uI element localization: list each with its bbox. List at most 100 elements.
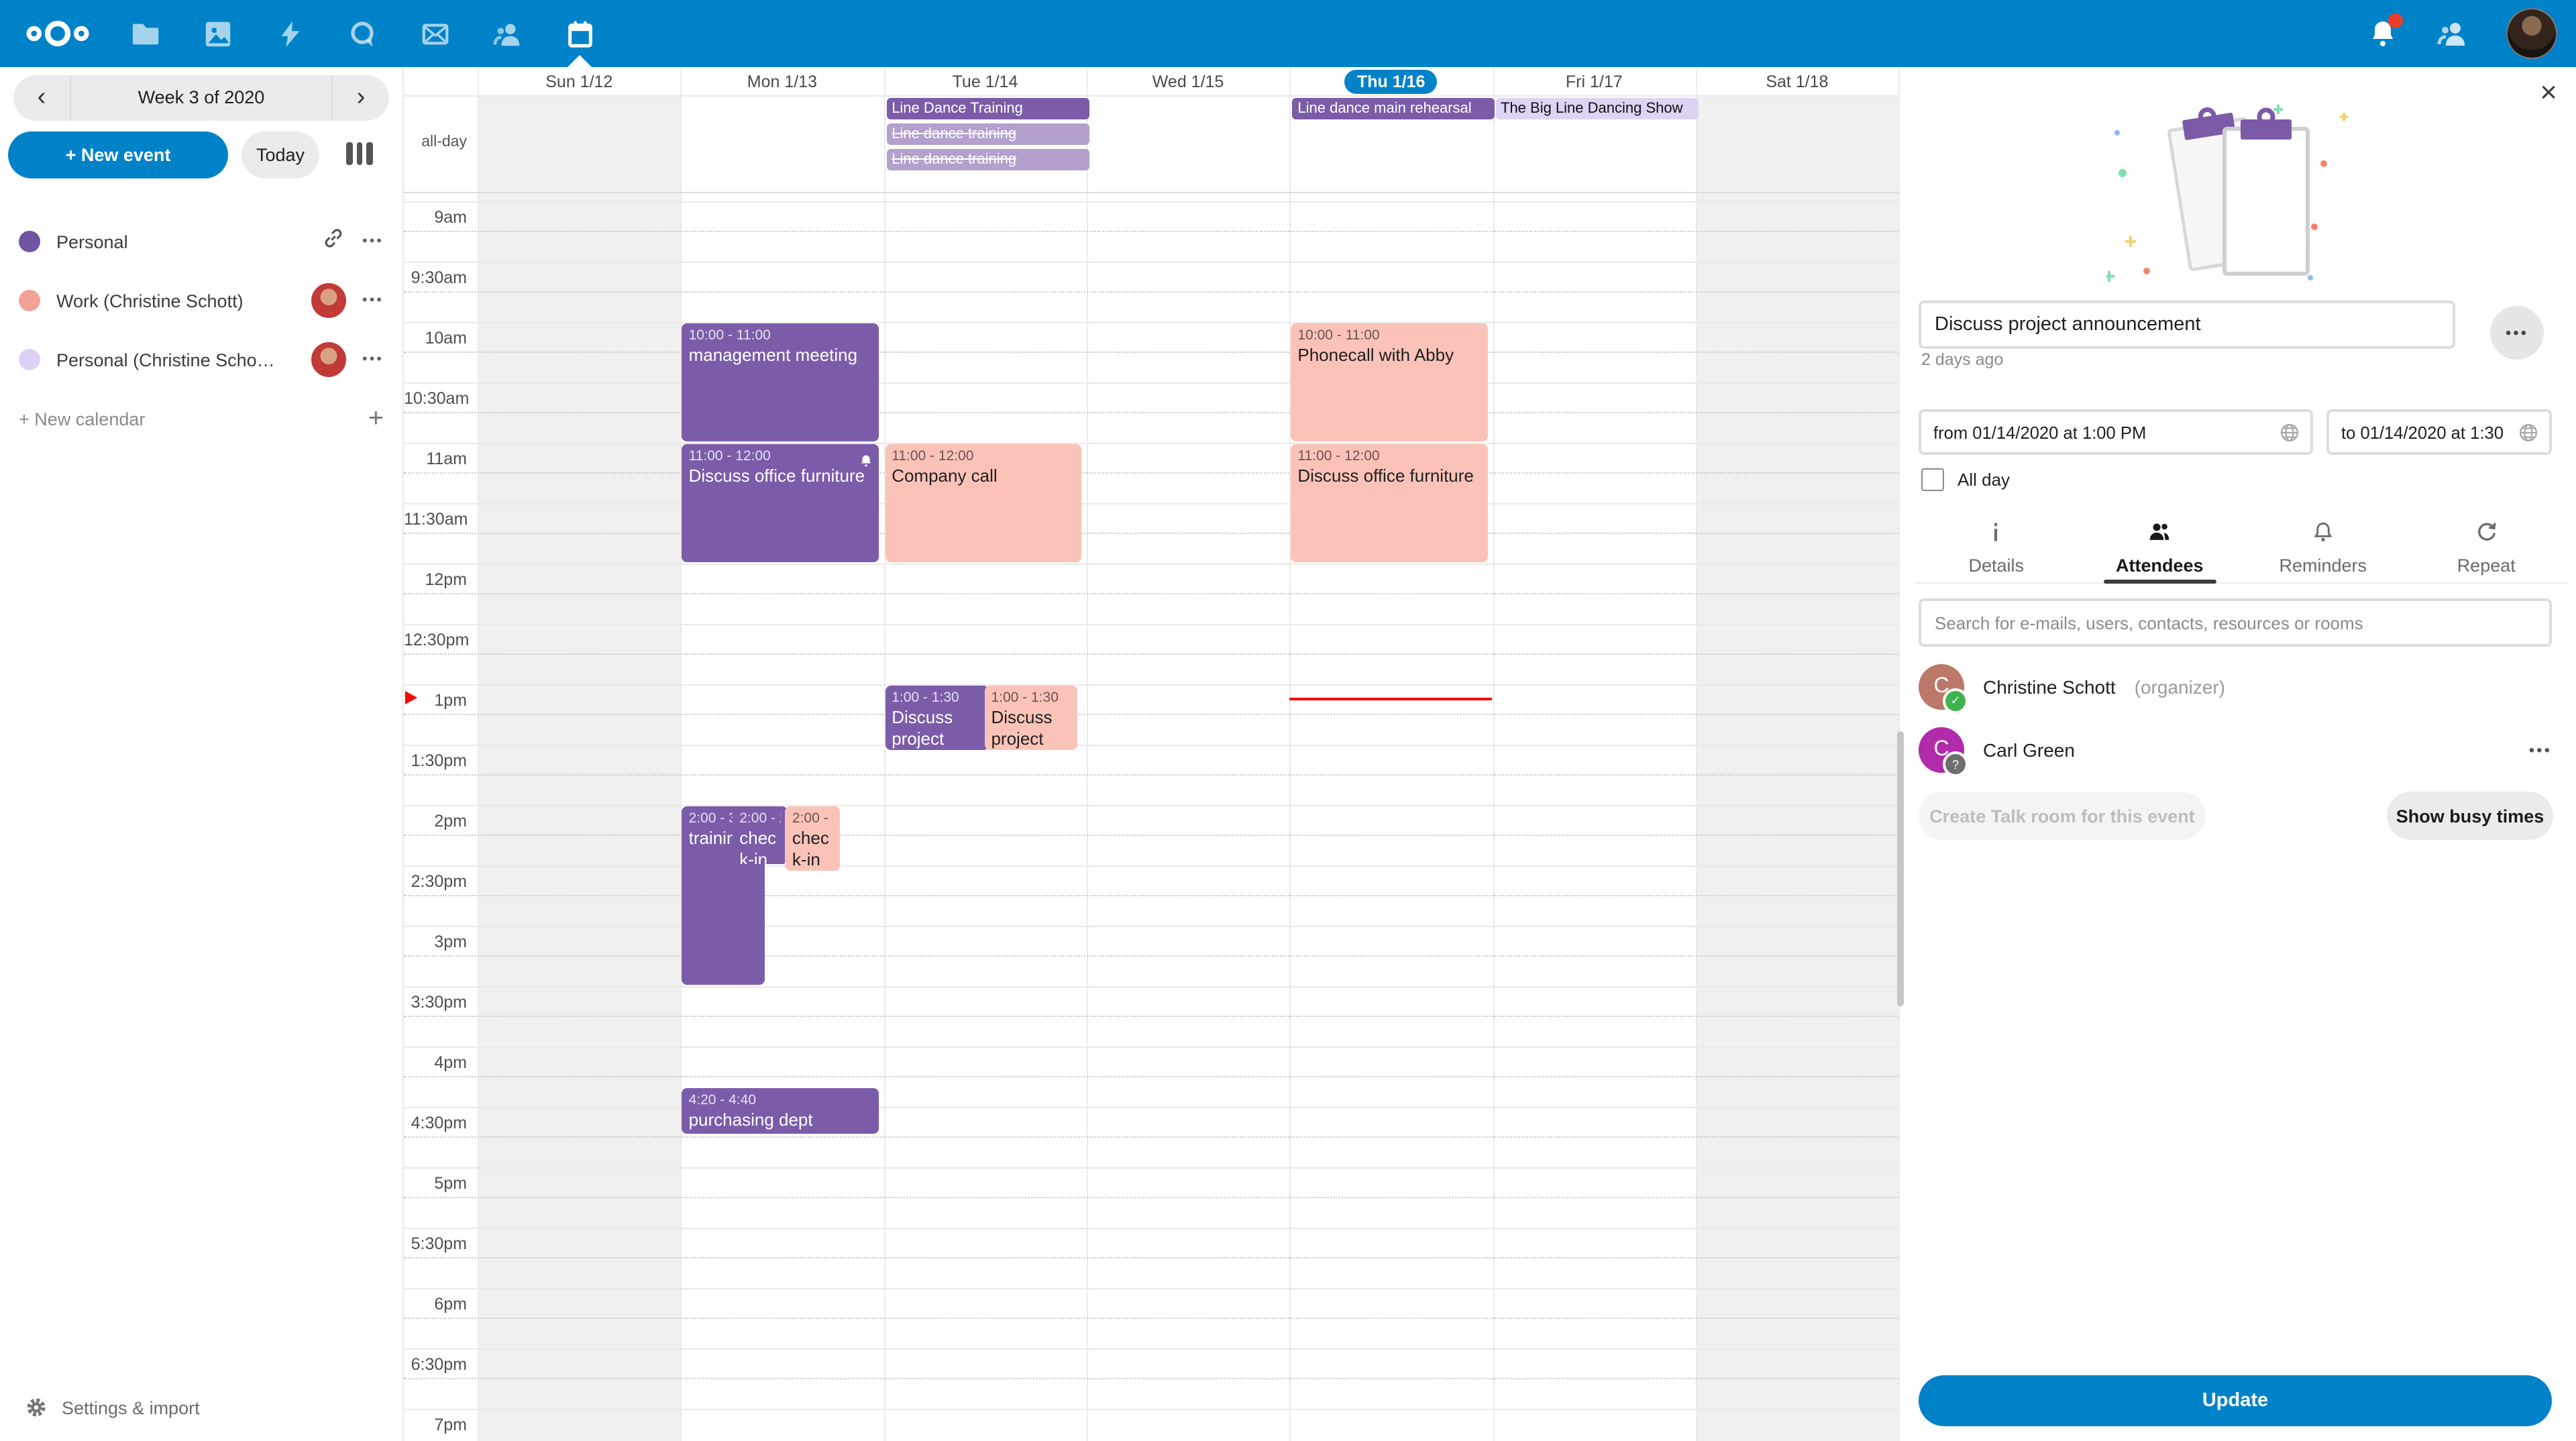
grid-line xyxy=(404,1167,1898,1169)
week-grid: Sun 1/12 Mon 1/13 Tue 1/14 Wed 1/15 Thu 1/16… xyxy=(402,67,1904,1441)
tab-details[interactable]: Details xyxy=(1915,517,2078,582)
column-divider xyxy=(1493,68,1494,1441)
grid-line-dotted xyxy=(404,1318,1898,1319)
attendees-icon xyxy=(2147,519,2172,551)
today-button[interactable]: Today xyxy=(241,131,319,178)
tab-repeat[interactable]: Repeat xyxy=(2405,517,2569,582)
calendar-list-item[interactable]: Personal (Christine Scho… ••• xyxy=(0,330,402,389)
event-discuss-project[interactable]: 1:00 - 1:30 Discuss project xyxy=(984,686,1078,749)
app-mail-icon[interactable] xyxy=(419,17,451,50)
allday-divider xyxy=(404,192,1898,193)
day-header[interactable]: Thu 1/16 xyxy=(1289,67,1493,95)
event-check-in[interactable]: 2:00 - 2:30 check-in xyxy=(733,806,788,864)
week-label[interactable]: Week 3 of 2020 xyxy=(70,75,333,121)
top-bar xyxy=(0,0,2576,67)
calendar-menu-icon[interactable]: ••• xyxy=(362,292,384,309)
reminder-bell-icon xyxy=(859,449,873,476)
app-talk-icon[interactable] xyxy=(346,17,378,50)
show-busy-times-button[interactable]: Show busy times xyxy=(2387,792,2553,840)
update-button[interactable]: Update xyxy=(1919,1375,2552,1426)
time-label: 7pm xyxy=(434,1416,467,1434)
day-header[interactable]: Sat 1/18 xyxy=(1766,72,1829,91)
app-bar xyxy=(21,16,636,67)
tab-label: Details xyxy=(1968,555,2024,576)
app-activity-icon[interactable] xyxy=(274,17,306,50)
day-header[interactable]: Tue 1/14 xyxy=(952,72,1018,91)
end-datetime-input[interactable] xyxy=(2339,421,2512,443)
nextcloud-logo[interactable] xyxy=(21,16,94,51)
calendar-color-dot xyxy=(19,231,40,252)
share-link-icon[interactable] xyxy=(321,225,346,258)
day-header[interactable]: Sun 1/12 xyxy=(545,72,613,91)
event-actions-button[interactable]: ••• xyxy=(2490,306,2544,360)
close-icon[interactable]: × xyxy=(2540,75,2557,109)
create-talk-room-button[interactable]: Create Talk room for this event xyxy=(1919,792,2206,840)
tab-attendees[interactable]: Attendees xyxy=(2078,517,2242,584)
previous-week-button[interactable]: ‹ xyxy=(37,83,46,111)
timezone-globe-icon[interactable] xyxy=(2517,421,2540,443)
grid-line xyxy=(404,503,1898,504)
column-divider xyxy=(1289,68,1291,1441)
event-management-meeting[interactable]: 10:00 - 11:00 management meeting xyxy=(682,323,879,441)
start-datetime-field[interactable] xyxy=(1919,409,2313,455)
time-label: 11am xyxy=(426,449,467,468)
event-editor-panel: × ••• 2 days ago xyxy=(1911,67,2576,1441)
weekend-shading xyxy=(478,95,681,1441)
app-photos-icon[interactable] xyxy=(201,17,233,50)
tab-reminders[interactable]: Reminders xyxy=(2241,517,2405,582)
all-day-checkbox[interactable] xyxy=(1921,468,1944,491)
last-modified-label: 2 days ago xyxy=(1921,350,2004,369)
calendar-name: Work (Christine Schott) xyxy=(56,290,244,311)
event-discuss-office-furniture[interactable]: 11:00 - 12:00 Discuss office furniture xyxy=(1291,444,1488,562)
timezone-globe-icon[interactable] xyxy=(2278,421,2301,443)
next-week-button[interactable]: › xyxy=(356,83,366,111)
contacts-menu-icon[interactable] xyxy=(2436,17,2469,50)
grid-scrollbar[interactable] xyxy=(1897,731,1904,1006)
day-header[interactable]: Mon 1/13 xyxy=(747,72,817,91)
calendar-menu-icon[interactable]: ••• xyxy=(362,233,384,250)
event-title: Company call xyxy=(892,466,998,486)
calendar-menu-icon[interactable]: ••• xyxy=(362,352,384,368)
grid-line xyxy=(404,624,1898,625)
calendar-list-item[interactable]: Work (Christine Schott) ••• xyxy=(0,271,402,330)
settings-import-button[interactable]: Settings & import xyxy=(24,1395,200,1420)
new-event-button[interactable]: + New event xyxy=(8,131,228,178)
grid-line xyxy=(404,986,1898,988)
column-divider xyxy=(1086,68,1088,1441)
event-check-in[interactable]: 2:00 - 2:30 check-in xyxy=(785,806,841,870)
app-files-icon[interactable] xyxy=(129,17,161,50)
event-title: purchasing dept xyxy=(688,1110,813,1130)
view-toggle-icon[interactable] xyxy=(346,142,372,165)
all-day-event[interactable]: Line Dance Training xyxy=(886,98,1089,119)
app-contacts-icon[interactable] xyxy=(491,17,523,50)
attendee-search-input[interactable] xyxy=(1919,598,2552,647)
tab-label: Repeat xyxy=(2457,555,2516,576)
event-purchasing-dept[interactable]: 4:20 - 4:40 purchasing dept xyxy=(682,1087,879,1134)
day-header[interactable]: Fri 1/17 xyxy=(1565,72,1623,91)
day-header[interactable]: Wed 1/15 xyxy=(1152,72,1224,91)
all-day-toggle[interactable]: All day xyxy=(1921,468,2010,491)
all-day-event[interactable]: Line dance training xyxy=(886,123,1089,145)
calendar-list-item[interactable]: Personal ••• xyxy=(0,212,402,271)
event-phonecall-with-abby[interactable]: 10:00 - 11:00 Phonecall with Abby xyxy=(1291,323,1488,441)
all-day-event[interactable]: Line dance main rehearsal xyxy=(1292,98,1495,119)
attendee-menu-icon[interactable]: ••• xyxy=(2528,741,2552,759)
grid-line xyxy=(404,745,1898,746)
event-title-input[interactable] xyxy=(1919,301,2455,349)
user-avatar[interactable] xyxy=(2506,8,2557,59)
start-datetime-input[interactable] xyxy=(1931,421,2273,443)
app-calendar-icon[interactable] xyxy=(564,17,596,67)
grid-line xyxy=(404,684,1898,686)
event-company-call[interactable]: 11:00 - 12:00 Company call xyxy=(885,444,1082,562)
pending-badge-icon: ? xyxy=(1943,751,1968,777)
time-label: 4pm xyxy=(434,1053,467,1072)
time-label: 4:30pm xyxy=(411,1114,467,1132)
all-day-event[interactable]: The Big Line Dancing Show xyxy=(1495,98,1699,119)
new-calendar-button[interactable]: + New calendar + xyxy=(0,389,402,448)
notifications-bell-icon[interactable] xyxy=(2367,13,2403,50)
end-datetime-field[interactable] xyxy=(2326,409,2552,455)
all-day-event[interactable]: Line dance training xyxy=(886,149,1089,170)
event-discuss-office-furniture[interactable]: 11:00 - 12:00 Discuss office furniture xyxy=(682,444,879,562)
repeat-icon xyxy=(2473,519,2499,551)
